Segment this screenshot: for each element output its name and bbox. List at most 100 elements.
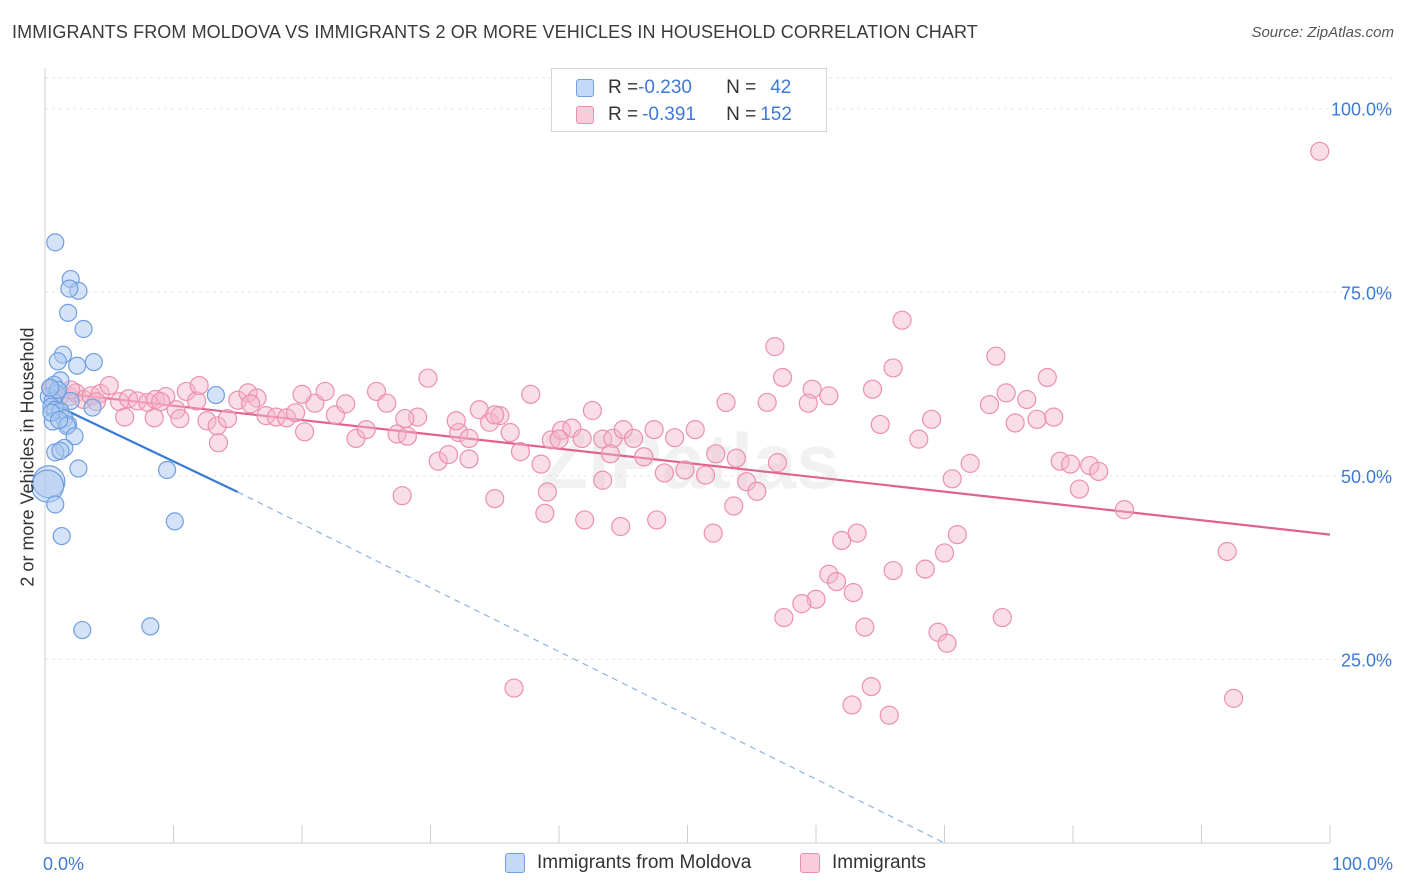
y-tick-label: 100.0% — [1331, 100, 1392, 120]
immigrants-point — [747, 481, 767, 501]
immigrants-point — [238, 383, 258, 403]
legend-n-label: N = — [726, 77, 757, 98]
moldova-point — [69, 459, 88, 478]
immigrants-point — [765, 337, 785, 357]
immigrants-point — [842, 695, 862, 715]
immigrants-point — [207, 416, 227, 436]
immigrants-point — [531, 454, 551, 474]
immigrants-point — [485, 405, 505, 425]
immigrants-point — [634, 447, 654, 467]
immigrants-point — [187, 391, 207, 411]
moldova-point — [46, 495, 65, 514]
immigrants-point — [392, 486, 412, 506]
immigrants-point — [706, 444, 726, 464]
immigrants-point — [767, 453, 788, 473]
immigrants-point — [724, 496, 744, 516]
moldova-points — [30, 233, 226, 640]
immigrants-point — [485, 489, 505, 509]
legend: R = -0.230 N = 42 R = -0.391 N = 152 — [551, 68, 827, 132]
x-tick-label: 0.0% — [43, 854, 84, 874]
y-axis-label: 2 or more Vehicles in Household — [17, 327, 38, 587]
watermark: ZIPatlas — [540, 417, 839, 505]
immigrants-point — [792, 594, 812, 614]
immigrants-point — [695, 465, 716, 485]
moldova-point — [51, 441, 70, 460]
immigrants-point — [294, 422, 315, 442]
immigrants-point — [644, 419, 664, 440]
immigrants-point — [562, 418, 582, 438]
legend-n-label: N = — [726, 104, 757, 125]
immigrants-point — [490, 406, 510, 426]
immigrants-point — [144, 408, 164, 428]
immigrants-point — [397, 426, 417, 446]
immigrants-point — [593, 470, 613, 490]
immigrants-point — [757, 392, 777, 413]
immigrants-point — [611, 516, 631, 537]
immigrants-point — [623, 428, 644, 449]
legend-n-value: 152 — [760, 104, 792, 125]
immigrants-point — [883, 560, 903, 581]
immigrants-point — [879, 705, 899, 725]
immigrants-point — [774, 607, 794, 628]
moldova-point — [60, 279, 79, 298]
immigrants-point — [986, 346, 1006, 366]
bottom-legend-swatch-moldova — [505, 853, 525, 873]
moldova-point — [165, 512, 184, 531]
axes — [44, 68, 1331, 844]
immigrants-point — [285, 403, 306, 423]
moldova-point — [73, 620, 92, 640]
immigrants-point — [197, 411, 217, 431]
immigrants-point — [992, 607, 1012, 628]
immigrants-point — [1027, 409, 1047, 429]
immigrants-point — [228, 390, 248, 410]
immigrants-point — [1005, 413, 1025, 433]
immigrants-point — [170, 408, 190, 429]
immigrants-point — [915, 559, 935, 579]
immigrants-point — [685, 419, 705, 440]
immigrants-point — [500, 422, 520, 443]
immigrants-point — [855, 617, 875, 637]
immigrants-point — [819, 564, 839, 584]
immigrants-point — [266, 407, 286, 427]
immigrants-point — [1060, 454, 1081, 474]
legend-r-label: R = — [608, 77, 639, 98]
legend-r-value: -0.230 — [638, 77, 692, 98]
immigrants-point — [572, 428, 592, 449]
immigrants-point — [395, 408, 415, 429]
immigrants-point — [1017, 389, 1037, 410]
bottom-legend-moldova: Immigrants from Moldova — [505, 852, 751, 874]
immigrants-point — [737, 472, 757, 492]
moldova-point — [59, 303, 78, 322]
y-tick-label: 75.0% — [1341, 283, 1392, 303]
immigrants-point — [942, 469, 962, 489]
immigrants-point — [535, 503, 555, 523]
immigrants-point — [99, 375, 119, 396]
immigrants-point — [438, 444, 459, 465]
immigrants-point — [1089, 461, 1109, 482]
immigrants-point — [947, 524, 967, 545]
immigrants-point — [189, 375, 209, 396]
immigrants-point — [922, 409, 942, 429]
legend-swatch-immigrants — [576, 106, 594, 124]
moldova-point — [83, 398, 102, 417]
immigrants-point — [156, 386, 176, 407]
immigrants-point — [996, 383, 1016, 403]
immigrants-point — [819, 386, 839, 406]
immigrants-point — [647, 510, 667, 530]
immigrants-point — [1224, 688, 1244, 708]
immigrants-point — [537, 482, 558, 502]
immigrants-point — [934, 543, 955, 563]
immigrants-point — [870, 414, 890, 435]
immigrants-point — [469, 400, 489, 420]
immigrants-point — [1310, 141, 1330, 161]
moldova-trend-line — [44, 399, 239, 494]
immigrants-point — [521, 384, 541, 404]
immigrants-point — [843, 583, 863, 603]
immigrants-point — [459, 428, 479, 449]
moldova-point — [50, 410, 69, 430]
immigrants-point — [861, 676, 881, 697]
immigrants-point — [510, 442, 531, 462]
immigrants-point — [1044, 407, 1064, 427]
immigrants-point — [883, 358, 903, 378]
